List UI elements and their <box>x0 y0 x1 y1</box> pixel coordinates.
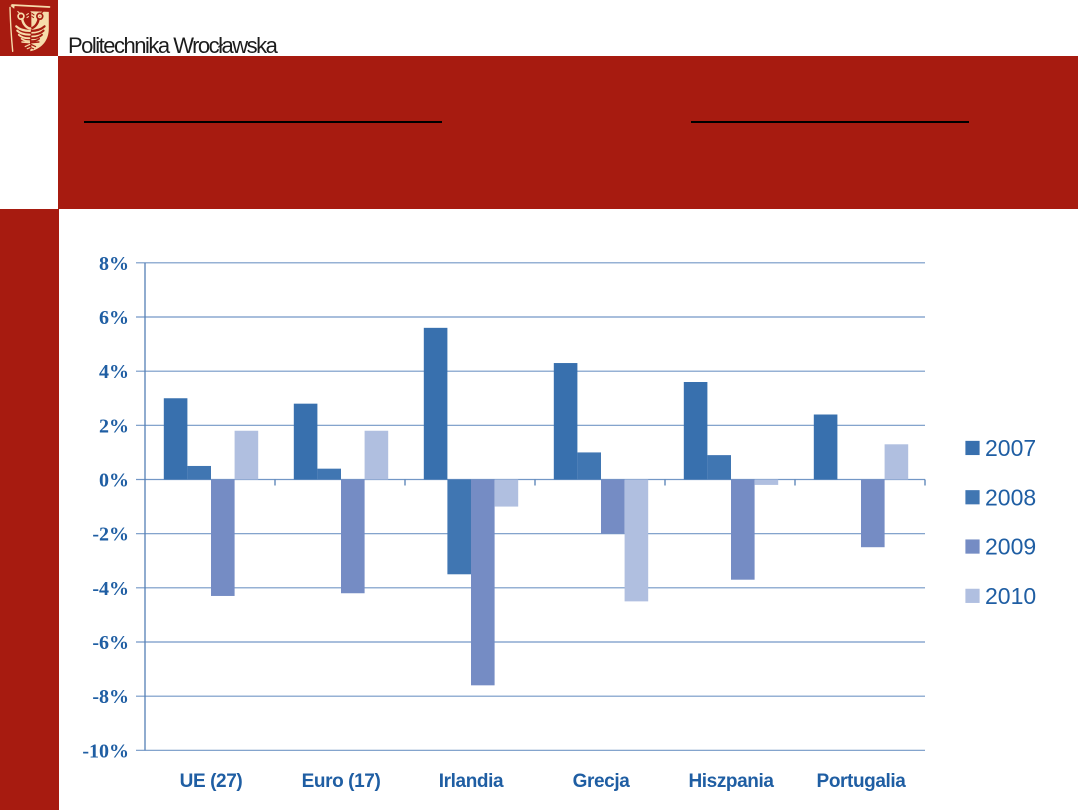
svg-text:-4%: -4% <box>92 578 129 600</box>
svg-text:2009: 2009 <box>985 534 1036 560</box>
svg-text:-8%: -8% <box>92 686 129 708</box>
svg-text:Portugalia: Portugalia <box>817 771 907 792</box>
svg-text:4%: 4% <box>99 361 129 383</box>
svg-text:6%: 6% <box>99 307 129 329</box>
svg-text:2007: 2007 <box>985 435 1036 461</box>
svg-text:2008: 2008 <box>985 484 1036 510</box>
svg-text:8%: 8% <box>99 253 129 275</box>
svg-text:0%: 0% <box>99 470 129 492</box>
svg-text:Euro (17): Euro (17) <box>302 771 381 792</box>
svg-text:-6%: -6% <box>92 632 129 654</box>
svg-text:-2%: -2% <box>92 524 129 546</box>
svg-text:Hiszpania: Hiszpania <box>688 771 774 792</box>
svg-text:-10%: -10% <box>82 740 129 762</box>
svg-text:Irlandia: Irlandia <box>439 771 504 792</box>
svg-text:2%: 2% <box>99 415 129 437</box>
svg-text:2010: 2010 <box>985 583 1036 609</box>
svg-text:UE (27): UE (27) <box>180 771 243 792</box>
svg-text:Grecja: Grecja <box>573 771 631 792</box>
